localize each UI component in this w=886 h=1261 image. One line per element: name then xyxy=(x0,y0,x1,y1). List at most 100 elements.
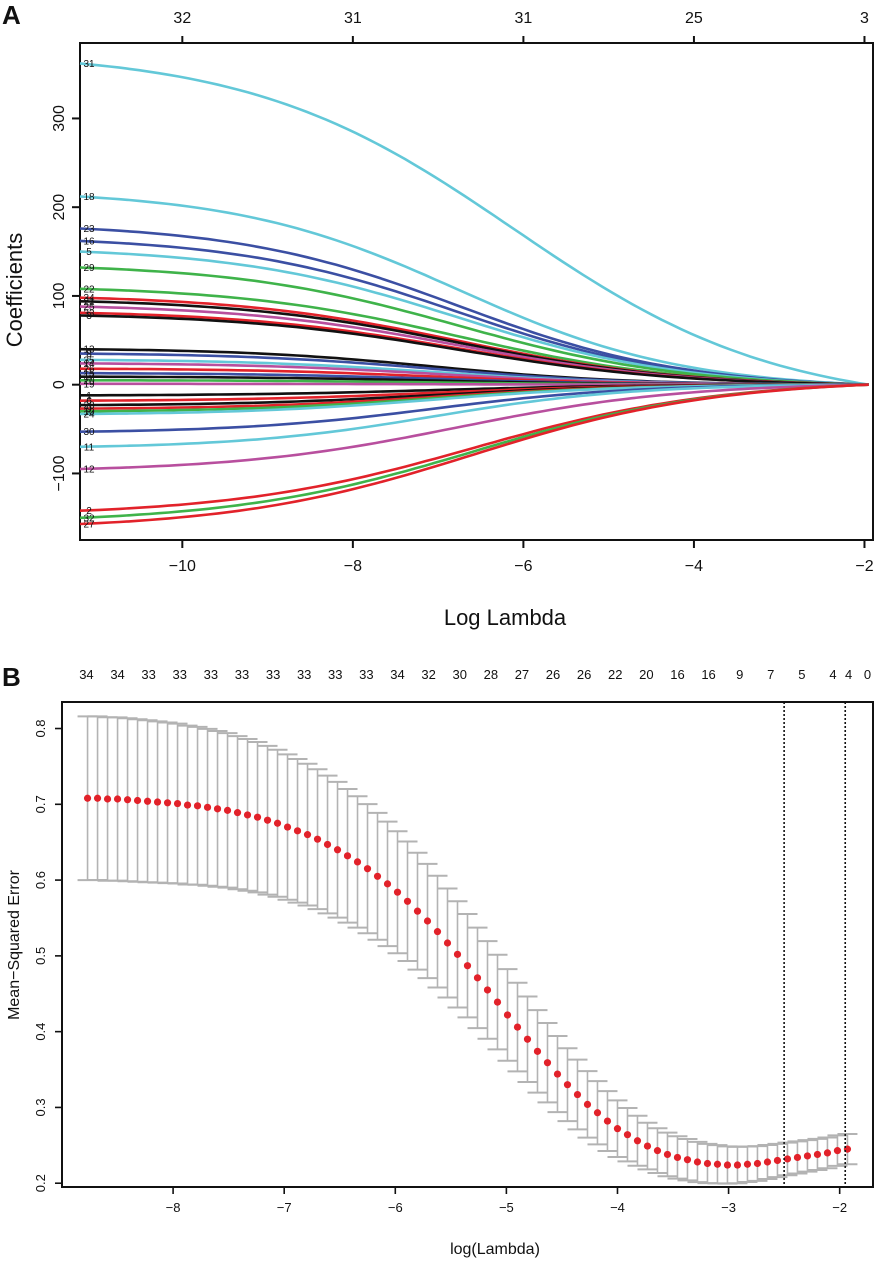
mse-point xyxy=(283,823,292,831)
mse-point xyxy=(343,852,352,860)
panel-b-top-count-label: 22 xyxy=(608,667,622,682)
mse-point xyxy=(493,998,502,1006)
panel-b-x-tick-label: −2 xyxy=(832,1200,847,1215)
mse-point xyxy=(243,811,252,819)
coefficient-curve-label-8: 8 xyxy=(86,349,92,360)
mse-points xyxy=(83,794,852,1169)
panel-b-top-count-label: 9 xyxy=(736,667,743,682)
coefficient-curve-label-13: 13 xyxy=(83,345,95,356)
panel-b-top-count-label: 33 xyxy=(235,667,249,682)
mse-point xyxy=(423,917,432,925)
mse-point xyxy=(203,803,212,811)
panel-b-top-count-label: 33 xyxy=(266,667,280,682)
coefficient-curve-label-33: 33 xyxy=(83,308,95,319)
panel-a-top-count-label: 31 xyxy=(514,10,532,27)
panel-a-x-ticks: −10 −8 −6 −4 −2 xyxy=(169,540,874,575)
mse-point xyxy=(813,1150,822,1159)
coefficient-curve-label-17: 17 xyxy=(83,372,95,383)
coefficient-curve-label-14: 14 xyxy=(83,359,95,370)
mse-point xyxy=(123,796,132,804)
panel-a-top-count-label: 3 xyxy=(860,10,869,27)
mse-point xyxy=(563,1081,572,1089)
panel-b-top-count-label: 33 xyxy=(297,667,311,682)
panel-b-top-count-label: 0 xyxy=(864,667,871,682)
mse-point xyxy=(263,816,272,824)
mse-point xyxy=(593,1109,602,1117)
panel-a-top-count-label: 31 xyxy=(344,10,362,27)
coefficient-curve-label-26: 26 xyxy=(83,364,95,375)
panel-b-top-count-label: 16 xyxy=(670,667,684,682)
coefficient-curve-label-28: 28 xyxy=(83,401,95,412)
mse-point xyxy=(543,1059,552,1067)
panel-b-plot-frame xyxy=(61,701,874,1188)
coefficient-curve-label-30: 30 xyxy=(83,427,95,438)
coefficient-curve-label-19: 19 xyxy=(83,379,95,390)
coefficient-curve-label-15: 15 xyxy=(83,369,95,380)
coefficient-curve-label-21: 21 xyxy=(83,297,95,308)
coefficient-curves xyxy=(79,62,869,526)
panel-b-top-count-label: 34 xyxy=(79,667,93,682)
panel-a-top-counts: 32 31 31 25 3 xyxy=(173,10,869,43)
panel-b-x-tick-label: −7 xyxy=(277,1200,292,1215)
panel-b-top-count-label: 33 xyxy=(359,667,373,682)
panel-b-top-count-label: 28 xyxy=(484,667,498,682)
mse-point xyxy=(403,897,412,905)
mse-point xyxy=(223,806,232,814)
mse-point xyxy=(613,1125,622,1133)
panel-a-x-tick-label: −10 xyxy=(169,558,196,575)
coefficient-curve-label-22: 22 xyxy=(83,284,95,295)
panel-b-y-tick-label: 0.3 xyxy=(33,1098,48,1116)
coefficient-curve-label-1: 1 xyxy=(86,391,92,402)
mse-point xyxy=(103,795,112,803)
coefficient-curve-label-27: 27 xyxy=(83,520,95,531)
panel-b-top-counts: 34 34 33 33 33 33 33 33 33 33 34 32 30 28 27 26 26 22 20 16… xyxy=(79,667,871,682)
panel-b-letter: B xyxy=(2,662,21,692)
mse-point xyxy=(653,1147,662,1155)
mse-point xyxy=(483,986,492,994)
panel-b-x-tick-label: −4 xyxy=(610,1200,625,1215)
mse-point xyxy=(133,796,142,805)
panel-a-x-tick-label: −8 xyxy=(344,558,362,575)
mse-point xyxy=(553,1070,562,1078)
mse-point xyxy=(513,1023,522,1031)
mse-point xyxy=(83,794,92,802)
panel-b-y-tick-label: 0.4 xyxy=(33,1023,48,1041)
coefficient-curve-label-20: 20 xyxy=(83,376,95,387)
mse-point xyxy=(723,1161,732,1169)
mse-point xyxy=(673,1153,682,1162)
coefficient-curve-label-25: 25 xyxy=(83,302,95,313)
mse-point xyxy=(373,872,382,880)
mse-point xyxy=(143,797,152,805)
panel-a-coefficient-paths: 3118231652922342125333138351426151720191… xyxy=(2,10,874,630)
mse-point xyxy=(823,1149,832,1157)
mse-point xyxy=(183,801,192,809)
mse-point xyxy=(253,813,262,821)
mse-point xyxy=(733,1161,742,1169)
coefficient-curve-label-11: 11 xyxy=(84,442,95,453)
panel-a-x-tick-label: −6 xyxy=(514,558,532,575)
mse-point xyxy=(683,1156,692,1164)
panel-a-y-tick-label: 200 xyxy=(51,194,68,221)
mse-point xyxy=(473,974,482,982)
mse-point xyxy=(783,1155,792,1163)
mse-point xyxy=(313,835,322,843)
mse-point xyxy=(523,1035,532,1043)
mse-point xyxy=(623,1131,632,1139)
coefficient-curve-label-6: 6 xyxy=(86,396,92,407)
coefficient-curve-label-31: 31 xyxy=(83,59,95,70)
mse-point xyxy=(833,1147,842,1155)
mse-point xyxy=(163,799,172,807)
panel-b-y-tick-label: 0.8 xyxy=(33,719,48,737)
panel-a-x-tick-label: −2 xyxy=(855,558,873,575)
mse-point xyxy=(603,1117,612,1125)
coefficient-curve-label-18: 18 xyxy=(83,192,95,203)
mse-point xyxy=(303,831,312,839)
coefficient-curve-label-23: 23 xyxy=(83,224,95,235)
coefficient-curve-12 xyxy=(79,383,869,471)
panel-b-y-axis-label: Mean−Squared Error xyxy=(6,869,23,1020)
mse-point xyxy=(643,1142,652,1150)
lambda-reference-lines xyxy=(783,702,847,1187)
coefficient-curve-label-29: 29 xyxy=(83,263,95,274)
panel-b-y-ticks: 0.2 0.3 0.4 0.5 0.6 0.7 0.8 xyxy=(33,719,62,1192)
